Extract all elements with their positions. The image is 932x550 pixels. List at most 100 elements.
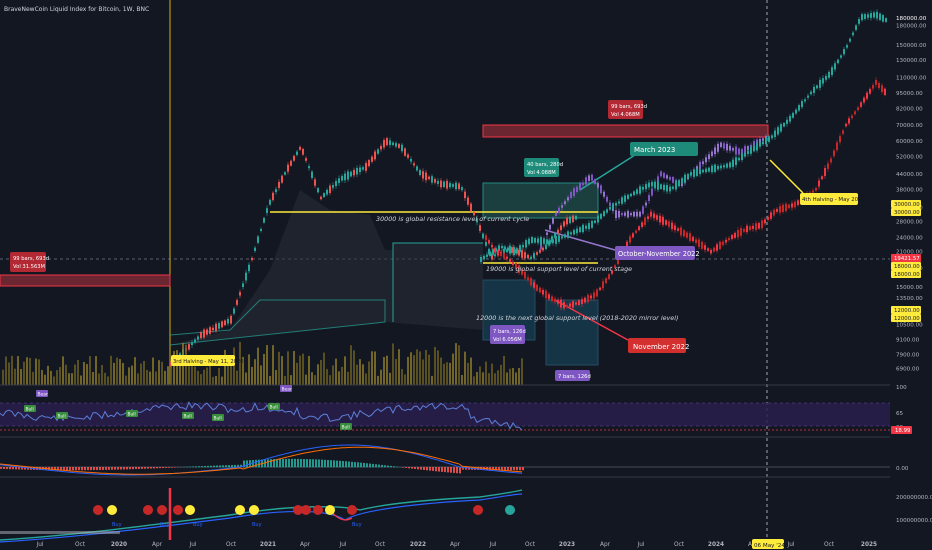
candle-body xyxy=(497,249,499,256)
macd-bar xyxy=(492,467,494,471)
x-tick-label: Oct xyxy=(525,542,536,548)
candle-body xyxy=(768,136,770,142)
x-tick-label: Jul xyxy=(787,542,795,548)
flow-dot xyxy=(185,505,195,515)
cycle-fill-area xyxy=(170,190,483,345)
macd-bar xyxy=(498,467,500,471)
price-badge: 30000.00 xyxy=(894,202,920,208)
candle-body xyxy=(705,168,707,173)
macd-bar xyxy=(402,467,404,468)
candle-body xyxy=(320,196,322,200)
candle-body xyxy=(519,245,521,252)
volume-bar xyxy=(155,371,157,385)
indicator-tick-label: 200000000.00 xyxy=(896,495,932,501)
candle-body xyxy=(362,167,364,170)
candle-body xyxy=(542,247,544,251)
flow-dots xyxy=(93,505,515,515)
indicator-tick-label: 100 xyxy=(896,385,907,391)
flow-dot xyxy=(293,505,303,515)
range-label-0: 99 bars, 693d Vol 31.563M xyxy=(10,252,49,272)
x-axis[interactable]: Jul Oct 2020 Apr Jul Oct 2021 Apr Jul Oct 2022 Apr J… xyxy=(36,542,878,548)
candle-body xyxy=(642,206,644,214)
candle-body xyxy=(654,181,656,189)
candle-body xyxy=(473,211,475,216)
candle-body xyxy=(587,294,589,303)
candle-body xyxy=(527,277,529,280)
volume-bar xyxy=(176,350,178,385)
macd-bar xyxy=(264,459,266,468)
rsi-tag-bg xyxy=(24,405,36,412)
volume-bar xyxy=(56,370,58,385)
rsi-tag-bg xyxy=(212,414,224,421)
candle-body xyxy=(638,226,640,231)
candle-body xyxy=(509,259,511,262)
candle-body xyxy=(419,170,421,175)
volume-bar xyxy=(98,373,100,385)
rsi-value-badge-bg xyxy=(891,426,912,434)
volume-bar xyxy=(452,353,454,385)
macd-bar xyxy=(354,462,356,468)
candle-body xyxy=(815,188,817,191)
volume-bar xyxy=(224,349,226,385)
volume-bar xyxy=(188,362,190,385)
candle-body xyxy=(543,238,545,244)
candle-body xyxy=(485,235,487,241)
annotation-support: 19000 is global support level of current… xyxy=(486,265,632,273)
range-label-0-line1: 99 bars, 693d xyxy=(13,256,49,262)
candle-body xyxy=(606,209,608,213)
candle-body xyxy=(714,147,716,155)
macd-bar xyxy=(60,467,62,471)
volume-bar xyxy=(245,372,247,385)
candle-body xyxy=(713,247,715,252)
candle-body xyxy=(702,161,704,165)
candle-body xyxy=(846,45,848,48)
candle-body xyxy=(747,151,749,155)
volume-bar xyxy=(284,375,286,385)
macd-bar xyxy=(153,467,155,469)
candle-body xyxy=(855,25,857,30)
candle-body xyxy=(452,184,454,187)
candle-body xyxy=(599,287,601,291)
volume-bar xyxy=(326,369,328,385)
macd-bar xyxy=(516,467,518,471)
macd-bar xyxy=(111,467,113,470)
candle-body xyxy=(690,172,692,176)
macd-bar xyxy=(363,462,365,468)
volume-bar xyxy=(74,364,76,385)
range-box-2024 xyxy=(482,124,769,138)
macd-bar xyxy=(294,458,296,468)
candle-body xyxy=(692,236,694,242)
macd-bar xyxy=(405,467,407,468)
candle-body xyxy=(699,161,701,170)
candle-body xyxy=(762,141,764,145)
macd-bar xyxy=(96,467,98,471)
candle-body xyxy=(630,213,632,216)
candle-body xyxy=(878,83,880,89)
candle-body xyxy=(861,14,863,21)
candle-body xyxy=(717,143,719,152)
volume-bar xyxy=(428,354,430,385)
candle-body xyxy=(866,92,868,99)
candle-body xyxy=(236,300,238,305)
candle-body xyxy=(728,237,730,241)
candle-body xyxy=(660,171,662,177)
candle-body xyxy=(791,203,793,208)
volume-bar xyxy=(41,370,43,385)
candle-body xyxy=(545,244,547,250)
macd-bar xyxy=(138,467,140,469)
candle-body xyxy=(518,249,520,256)
candle-body xyxy=(798,105,800,111)
macd-bar xyxy=(168,467,170,468)
range-label-2: 40 bars, 280d Vol 4.088M xyxy=(524,158,563,177)
macd-bar xyxy=(75,467,77,471)
candle-body xyxy=(584,297,586,303)
candle-body xyxy=(842,130,844,134)
macd-bar xyxy=(378,464,380,468)
price-badge: 12000.00 xyxy=(894,308,920,314)
macd-bar xyxy=(255,459,257,468)
candle-body xyxy=(645,202,647,206)
candle-body xyxy=(527,254,529,259)
macd-bar xyxy=(120,467,122,470)
macd-bar xyxy=(156,467,158,469)
